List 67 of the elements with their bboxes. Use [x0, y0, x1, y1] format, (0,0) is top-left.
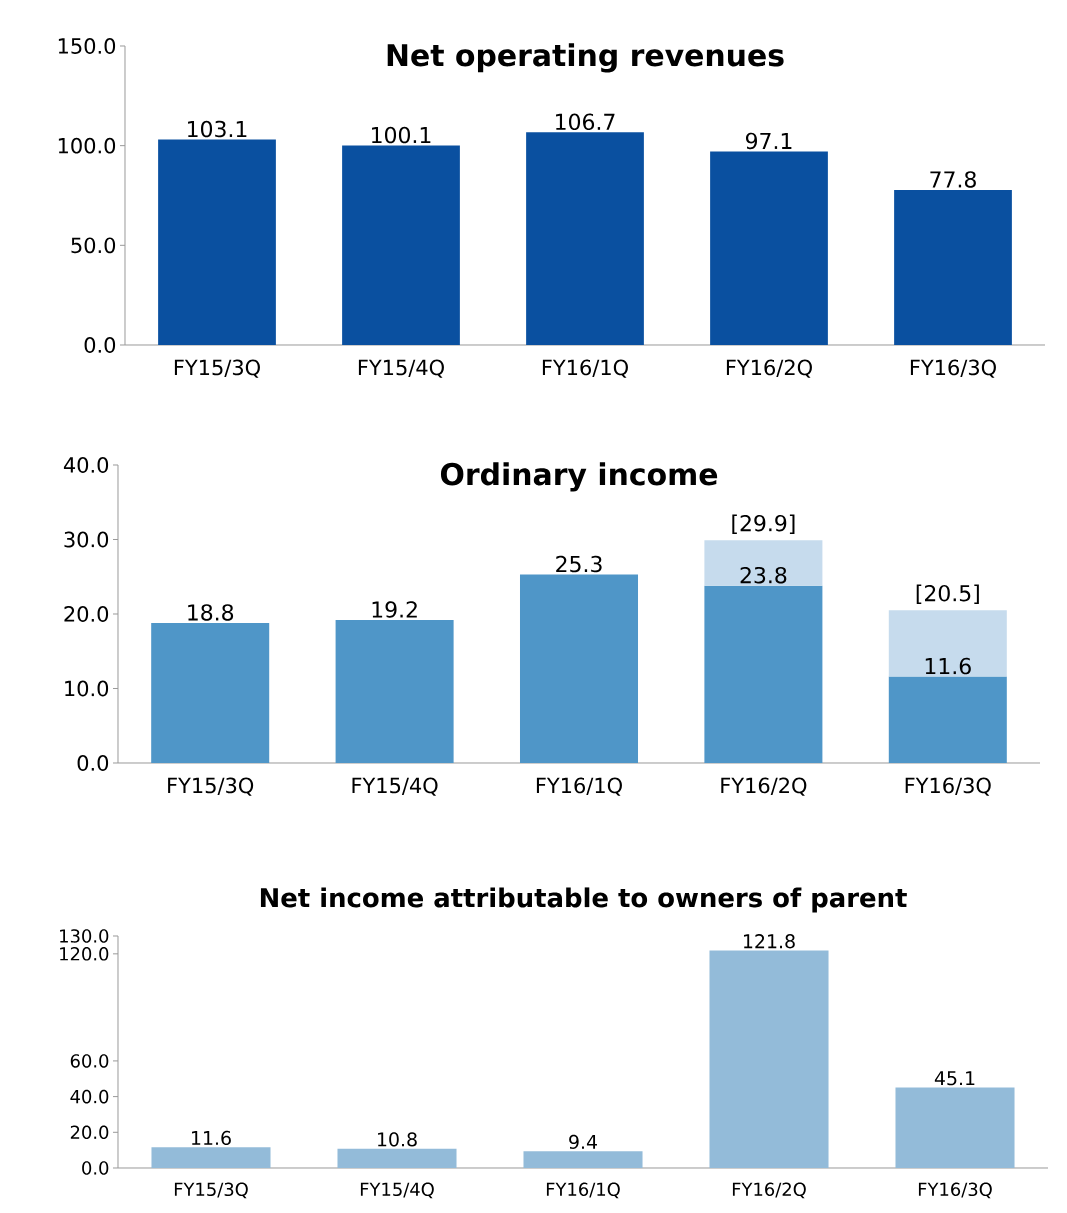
x-tick-label: FY16/3Q	[905, 777, 991, 796]
bar	[151, 622, 270, 763]
x-tick-label: FY15/3Q	[174, 359, 260, 378]
data-label: 100.1	[372, 126, 431, 144]
bar	[151, 1147, 271, 1168]
chart-title: Net operating revenues	[387, 43, 784, 73]
x-tick-label: FY15/4Q	[360, 1182, 434, 1199]
data-label: 106.7	[556, 113, 615, 131]
x-tick-label: FY16/2Q	[726, 359, 812, 378]
y-tick-label: 150.0	[58, 38, 116, 54]
x-tick-label: FY16/1Q	[546, 1182, 620, 1199]
y-tick-label: 50.0	[71, 237, 116, 254]
x-tick-label: FY16/3Q	[918, 1182, 992, 1199]
bar	[337, 1148, 457, 1168]
y-tick-label: 40.0	[63, 457, 109, 473]
x-tick-label: FY16/1Q	[542, 359, 628, 378]
bar	[158, 139, 276, 345]
y-tick-label: 120.0	[60, 947, 109, 961]
x-tick-label: FY16/2Q	[732, 1182, 806, 1199]
bar	[709, 950, 829, 1168]
data-label: 19.2	[372, 601, 417, 618]
data-label: 18.8	[188, 604, 234, 621]
x-tick-label: FY16/2Q	[721, 777, 807, 796]
data-label: 45.1	[934, 1071, 975, 1086]
bar	[704, 585, 823, 763]
data-label: 11.6	[925, 657, 971, 675]
y-tick-label: 10.0	[65, 680, 109, 697]
bar	[895, 1087, 1015, 1168]
total-label: [20.5]	[916, 584, 979, 605]
data-label: 103.1	[188, 120, 247, 138]
chart-title: Ordinary income	[440, 462, 718, 492]
data-label: 25.3	[556, 555, 602, 573]
data-label: 23.8	[740, 566, 787, 584]
bar	[526, 132, 644, 345]
y-tick-label: 0.0	[82, 1161, 109, 1175]
bar	[523, 1151, 643, 1168]
bar	[519, 574, 639, 763]
x-tick-label: FY16/1Q	[536, 777, 622, 796]
data-label: 97.1	[745, 132, 792, 150]
data-label: 9.4	[569, 1134, 597, 1150]
data-label: 77.8	[930, 171, 976, 188]
y-tick-label: 20.0	[64, 606, 109, 622]
data-label: 121.8	[743, 934, 795, 949]
bar	[704, 540, 823, 586]
x-tick-label: FY16/3Q	[910, 359, 996, 378]
bar	[335, 619, 454, 763]
y-tick-label: 0.0	[77, 755, 109, 771]
y-tick-label: 130.0	[60, 929, 109, 943]
y-tick-label: 30.0	[64, 531, 109, 548]
y-tick-label: 40.0	[70, 1089, 109, 1104]
bar	[894, 189, 1012, 345]
x-tick-label: FY15/3Q	[174, 1182, 248, 1199]
x-tick-label: FY15/3Q	[168, 777, 254, 796]
total-label: [29.9]	[732, 514, 795, 535]
data-label: 11.6	[192, 1130, 231, 1146]
bar	[888, 676, 1007, 763]
chart-title: Net income attributable to owners of parent	[260, 887, 907, 913]
y-tick-label: 100.0	[58, 137, 116, 154]
x-tick-label: FY15/4Q	[352, 777, 438, 796]
y-tick-label: 20.0	[70, 1125, 109, 1140]
bar	[710, 151, 828, 345]
bar	[888, 610, 1007, 677]
bar	[342, 145, 460, 345]
y-tick-label: 60.0	[70, 1054, 109, 1068]
x-tick-label: FY15/4Q	[358, 359, 444, 378]
y-tick-label: 0.0	[84, 337, 116, 353]
data-label: 10.8	[378, 1132, 417, 1147]
